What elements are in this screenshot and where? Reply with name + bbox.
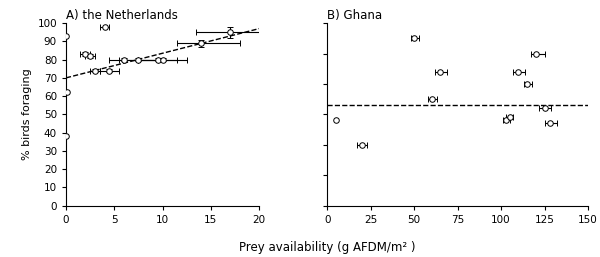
Y-axis label: % birds foraging: % birds foraging <box>22 68 32 160</box>
Text: Prey availability (g AFDM/m² ): Prey availability (g AFDM/m² ) <box>239 241 415 254</box>
Text: A) the Netherlands: A) the Netherlands <box>66 9 178 22</box>
Text: B) Ghana: B) Ghana <box>327 9 382 22</box>
